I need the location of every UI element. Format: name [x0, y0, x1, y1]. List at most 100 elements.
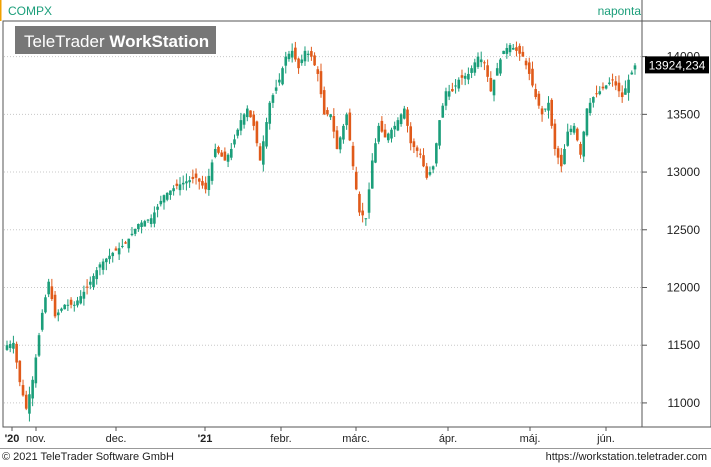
svg-text:TeleTrader WorkStation: TeleTrader WorkStation [24, 32, 209, 51]
candle [303, 46, 307, 66]
y-tick-label: 13000 [667, 165, 701, 179]
candle [89, 276, 92, 290]
candle-body [117, 248, 121, 255]
candle-body [105, 258, 108, 263]
candle [566, 123, 570, 147]
candle [79, 290, 82, 305]
candle-body [162, 195, 166, 203]
candle-body [322, 90, 326, 115]
candle-body [556, 148, 560, 158]
candle [133, 228, 137, 237]
candle-body [435, 143, 438, 164]
candle [28, 386, 31, 422]
candle [294, 41, 297, 62]
candle [419, 148, 422, 159]
candle-body [92, 275, 95, 287]
candle-body [281, 68, 284, 85]
candle-body [44, 297, 47, 313]
candle [467, 67, 470, 85]
candle [390, 127, 393, 143]
candle-body [396, 120, 400, 131]
candle [56, 309, 60, 322]
candle-body [393, 125, 396, 130]
candle [521, 46, 525, 57]
candle [114, 246, 118, 251]
candle-body [576, 128, 579, 141]
candle [121, 238, 124, 249]
candle [367, 182, 371, 219]
candle [281, 66, 284, 86]
candle [354, 166, 358, 191]
candle-body [614, 81, 618, 86]
candle-body [502, 50, 505, 54]
interval-label: naponta [598, 4, 642, 18]
candle [425, 162, 429, 180]
candle-body [592, 97, 595, 103]
candle-body [146, 219, 150, 221]
candle [332, 108, 336, 139]
candle-body [415, 147, 419, 151]
candle [130, 226, 134, 237]
candle [178, 177, 182, 196]
candle-body [252, 114, 256, 126]
candle [169, 190, 172, 200]
candle-body [585, 108, 589, 136]
candle [201, 175, 204, 189]
candle [585, 108, 589, 137]
candle-body [316, 69, 320, 74]
candle [188, 176, 191, 188]
candle-body [483, 62, 486, 64]
candle [492, 79, 496, 102]
candle-body [390, 129, 393, 139]
candle-body [386, 133, 390, 141]
candle-body [358, 193, 361, 213]
candle-body [495, 68, 499, 76]
candle [441, 103, 445, 118]
candle-body [486, 65, 489, 77]
candle [383, 123, 387, 138]
candle-body [447, 91, 451, 97]
candle [553, 119, 557, 156]
candle [444, 87, 448, 111]
candle-body [137, 224, 140, 230]
candle-body [595, 93, 598, 95]
candle [457, 77, 461, 92]
candle-body [262, 141, 265, 165]
candle-body [582, 131, 586, 157]
candle [50, 278, 54, 301]
x-tick-label: '21 [198, 433, 213, 445]
candle [428, 166, 432, 177]
candle-body [220, 152, 223, 157]
candle-body [210, 162, 214, 181]
candle [451, 82, 454, 92]
candle [351, 141, 355, 170]
candle-body [85, 286, 89, 288]
candles [5, 41, 637, 422]
candle [489, 71, 493, 93]
candle-body [207, 175, 211, 190]
candle [21, 379, 25, 397]
candle-body [72, 304, 76, 306]
candle-body [236, 129, 239, 136]
candle [524, 58, 528, 70]
candle [547, 96, 550, 119]
candle-body [409, 126, 413, 144]
candle-body [95, 270, 99, 280]
candle [226, 153, 230, 168]
grid [4, 56, 641, 404]
source-url[interactable]: https://workstation.teletrader.com [545, 451, 707, 463]
candle [31, 376, 34, 407]
candle-body [246, 108, 249, 118]
y-tick-label: 11500 [668, 338, 701, 352]
candle [124, 240, 127, 244]
x-tick-label: márc. [342, 433, 370, 445]
candle [69, 297, 73, 309]
candle [393, 121, 396, 137]
candle-body [28, 394, 31, 414]
candle-body [217, 147, 220, 153]
candle [319, 63, 323, 98]
candle-body [332, 116, 336, 132]
candle-body [511, 47, 515, 50]
candle [409, 122, 413, 151]
x-tick-label: '20 [5, 433, 20, 445]
